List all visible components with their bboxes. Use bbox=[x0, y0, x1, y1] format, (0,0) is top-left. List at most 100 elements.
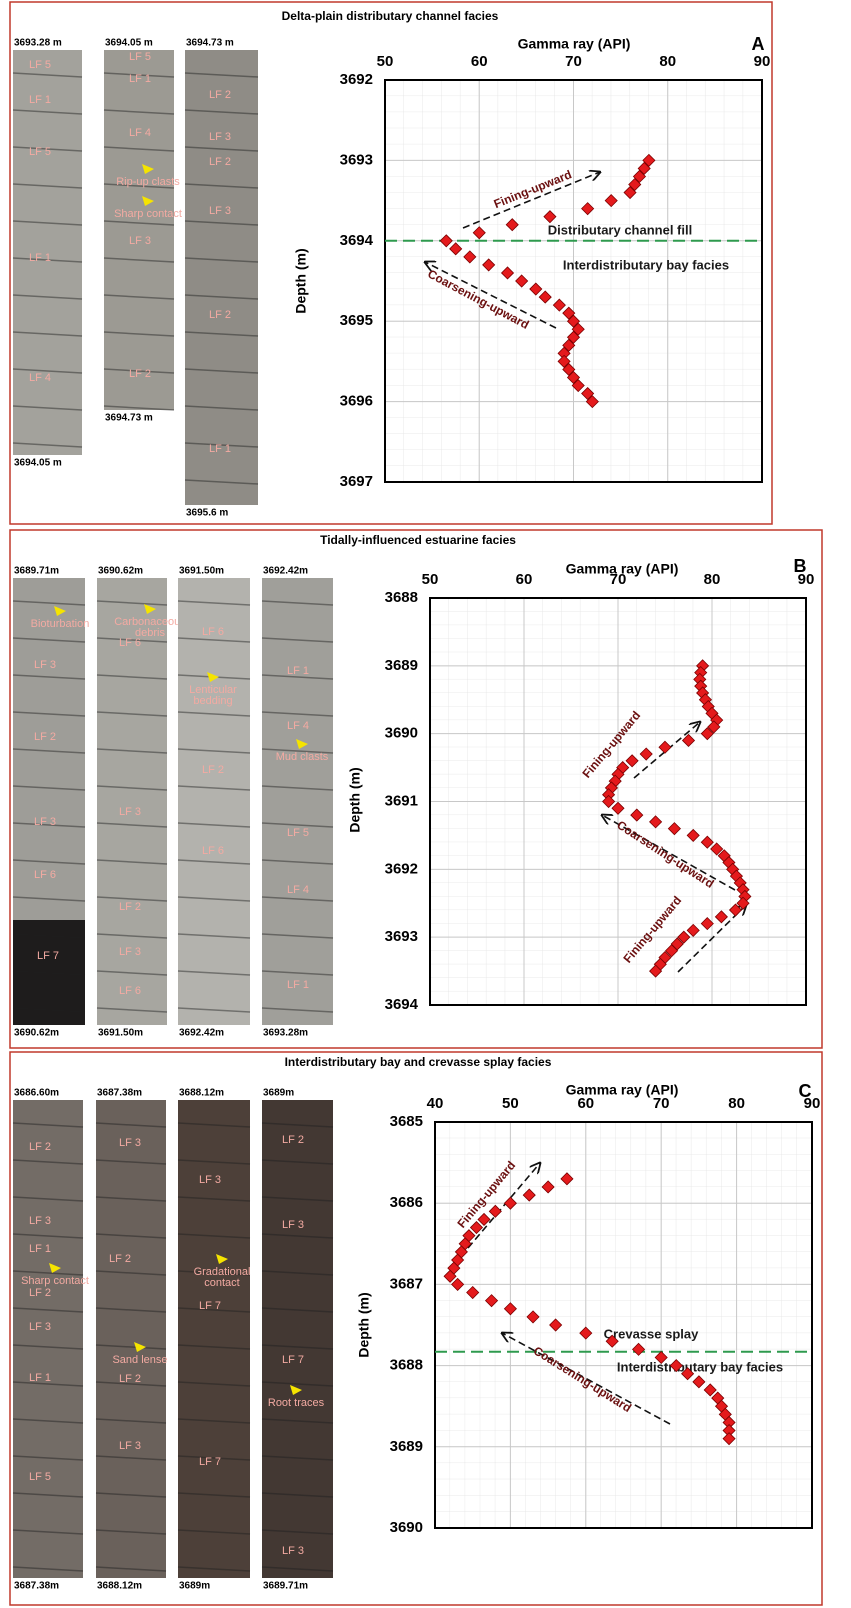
x-tick-label: 50 bbox=[502, 1095, 519, 1112]
feature-label: bedding bbox=[193, 695, 232, 707]
lithofacies-label: LF 1 bbox=[29, 1372, 51, 1384]
lithofacies-label: LF 2 bbox=[129, 368, 151, 380]
lithofacies-label: LF 1 bbox=[29, 1243, 51, 1255]
core-bottom-depth: 3689m bbox=[179, 1581, 210, 1592]
x-axis-label: Gamma ray (API) bbox=[566, 1082, 679, 1098]
lithofacies-label: LF 2 bbox=[209, 309, 231, 321]
lithofacies-label: LF 7 bbox=[282, 1354, 304, 1366]
core-photo bbox=[262, 1100, 333, 1578]
y-tick-label: 3692 bbox=[385, 860, 418, 877]
feature-label: Mud clasts bbox=[276, 751, 329, 763]
lithofacies-label: LF 2 bbox=[119, 901, 141, 913]
x-tick-label: 80 bbox=[704, 571, 721, 588]
lithofacies-label: LF 2 bbox=[282, 1134, 304, 1146]
core-photo bbox=[104, 50, 174, 410]
lithofacies-label: LF 2 bbox=[202, 764, 224, 776]
core-photo bbox=[96, 1100, 166, 1578]
lithofacies-label: LF 3 bbox=[282, 1219, 304, 1231]
lithofacies-label: LF 5 bbox=[29, 146, 51, 158]
lithofacies-label: LF 1 bbox=[29, 252, 51, 264]
x-tick-label: 60 bbox=[471, 53, 488, 70]
core-top-depth: 3690.62m bbox=[98, 566, 143, 577]
core-top-depth: 3686.60m bbox=[14, 1088, 59, 1099]
annotation: Crevasse splay bbox=[604, 1326, 699, 1341]
y-tick-label: 3685 bbox=[390, 1113, 423, 1130]
feature-label: Root traces bbox=[268, 1397, 325, 1409]
y-tick-label: 3688 bbox=[385, 589, 418, 606]
core-top-depth: 3687.38m bbox=[97, 1088, 142, 1099]
panel-title: Delta-plain distributary channel facies bbox=[282, 9, 499, 23]
y-tick-label: 3691 bbox=[385, 792, 418, 809]
x-tick-label: 40 bbox=[427, 1095, 444, 1112]
feature-label: Sharp contact bbox=[114, 208, 182, 220]
x-tick-label: 90 bbox=[754, 53, 771, 70]
core-bottom-depth: 3693.28m bbox=[263, 1028, 308, 1039]
core-photo bbox=[13, 1100, 83, 1578]
panel-title: Tidally-influenced estuarine facies bbox=[320, 533, 516, 547]
panel-title: Interdistributary bay and crevasse splay… bbox=[285, 1055, 552, 1069]
y-tick-label: 3687 bbox=[390, 1275, 423, 1292]
core-top-depth: 3692.42m bbox=[263, 566, 308, 577]
lithofacies-label: LF 3 bbox=[199, 1174, 221, 1186]
y-tick-label: 3694 bbox=[385, 996, 419, 1013]
core-photo bbox=[185, 50, 258, 505]
core-top-depth: 3694.05 m bbox=[105, 38, 153, 49]
core-top-depth: 3693.28 m bbox=[14, 38, 62, 49]
x-axis-label: Gamma ray (API) bbox=[518, 36, 631, 52]
y-tick-label: 3690 bbox=[390, 1519, 423, 1536]
lithofacies-label: LF 1 bbox=[209, 443, 231, 455]
lithofacies-label: LF 3 bbox=[29, 1321, 51, 1333]
x-tick-label: 70 bbox=[565, 53, 582, 70]
lithofacies-label: LF 3 bbox=[209, 205, 231, 217]
x-tick-label: 80 bbox=[659, 53, 676, 70]
x-axis-label: Gamma ray (API) bbox=[566, 561, 679, 577]
lithofacies-label: LF 3 bbox=[34, 816, 56, 828]
feature-label: Rip-up clasts bbox=[116, 176, 180, 188]
lithofacies-label: LF 3 bbox=[119, 1137, 141, 1149]
y-tick-label: 3686 bbox=[390, 1194, 423, 1211]
lithofacies-label: LF 4 bbox=[129, 127, 151, 139]
core-bottom-depth: 3691.50m bbox=[98, 1028, 143, 1039]
y-tick-label: 3688 bbox=[390, 1357, 423, 1374]
lithofacies-label: LF 6 bbox=[202, 845, 224, 857]
y-tick-label: 3696 bbox=[340, 393, 373, 410]
core-bottom-depth: 3694.73 m bbox=[105, 413, 153, 424]
annotation: Distributary channel fill bbox=[548, 222, 692, 237]
core-top-depth: 3691.50m bbox=[179, 566, 224, 577]
y-tick-label: 3697 bbox=[340, 473, 373, 490]
feature-label: Sand lense bbox=[112, 1354, 167, 1366]
lithofacies-label: LF 2 bbox=[209, 89, 231, 101]
y-tick-label: 3693 bbox=[340, 151, 373, 168]
feature-label: Sharp contact bbox=[21, 1275, 89, 1287]
y-tick-label: 3690 bbox=[385, 725, 418, 742]
lithofacies-label: LF 2 bbox=[34, 731, 56, 743]
lithofacies-label: LF 3 bbox=[29, 1215, 51, 1227]
page: {"panels":[ {"title":"Delta-plain distri… bbox=[0, 0, 851, 1608]
lithofacies-label: LF 5 bbox=[287, 827, 309, 839]
lithofacies-label: LF 4 bbox=[287, 884, 309, 896]
annotation: Interdistributary bay facies bbox=[617, 1359, 783, 1374]
lithofacies-label: LF 6 bbox=[34, 869, 56, 881]
lithofacies-label: LF 3 bbox=[282, 1545, 304, 1557]
lithofacies-label: LF 7 bbox=[199, 1456, 221, 1468]
x-tick-label: 80 bbox=[728, 1095, 745, 1112]
x-tick-label: 50 bbox=[422, 571, 439, 588]
core-photo bbox=[262, 578, 333, 1025]
core-bottom-depth: 3688.12m bbox=[97, 1581, 142, 1592]
lithofacies-label: LF 5 bbox=[29, 1471, 51, 1483]
core-bottom-depth: 3687.38m bbox=[14, 1581, 59, 1592]
lithofacies-label: LF 1 bbox=[287, 665, 309, 677]
y-axis-label: Depth (m) bbox=[347, 767, 363, 832]
y-tick-label: 3692 bbox=[340, 71, 373, 88]
lithofacies-label: LF 3 bbox=[129, 235, 151, 247]
core-top-depth: 3689.71m bbox=[14, 566, 59, 577]
core-bottom-depth: 3695.6 m bbox=[186, 508, 228, 519]
y-axis-label: Depth (m) bbox=[293, 248, 309, 313]
lithofacies-label: LF 5 bbox=[129, 51, 151, 63]
y-tick-label: 3689 bbox=[385, 657, 418, 674]
lithofacies-label: LF 2 bbox=[29, 1141, 51, 1153]
core-top-depth: 3689m bbox=[263, 1088, 294, 1099]
y-tick-label: 3695 bbox=[340, 312, 373, 329]
core-bottom-depth: 3689.71m bbox=[263, 1581, 308, 1592]
annotation: Interdistributary bay facies bbox=[563, 257, 729, 272]
